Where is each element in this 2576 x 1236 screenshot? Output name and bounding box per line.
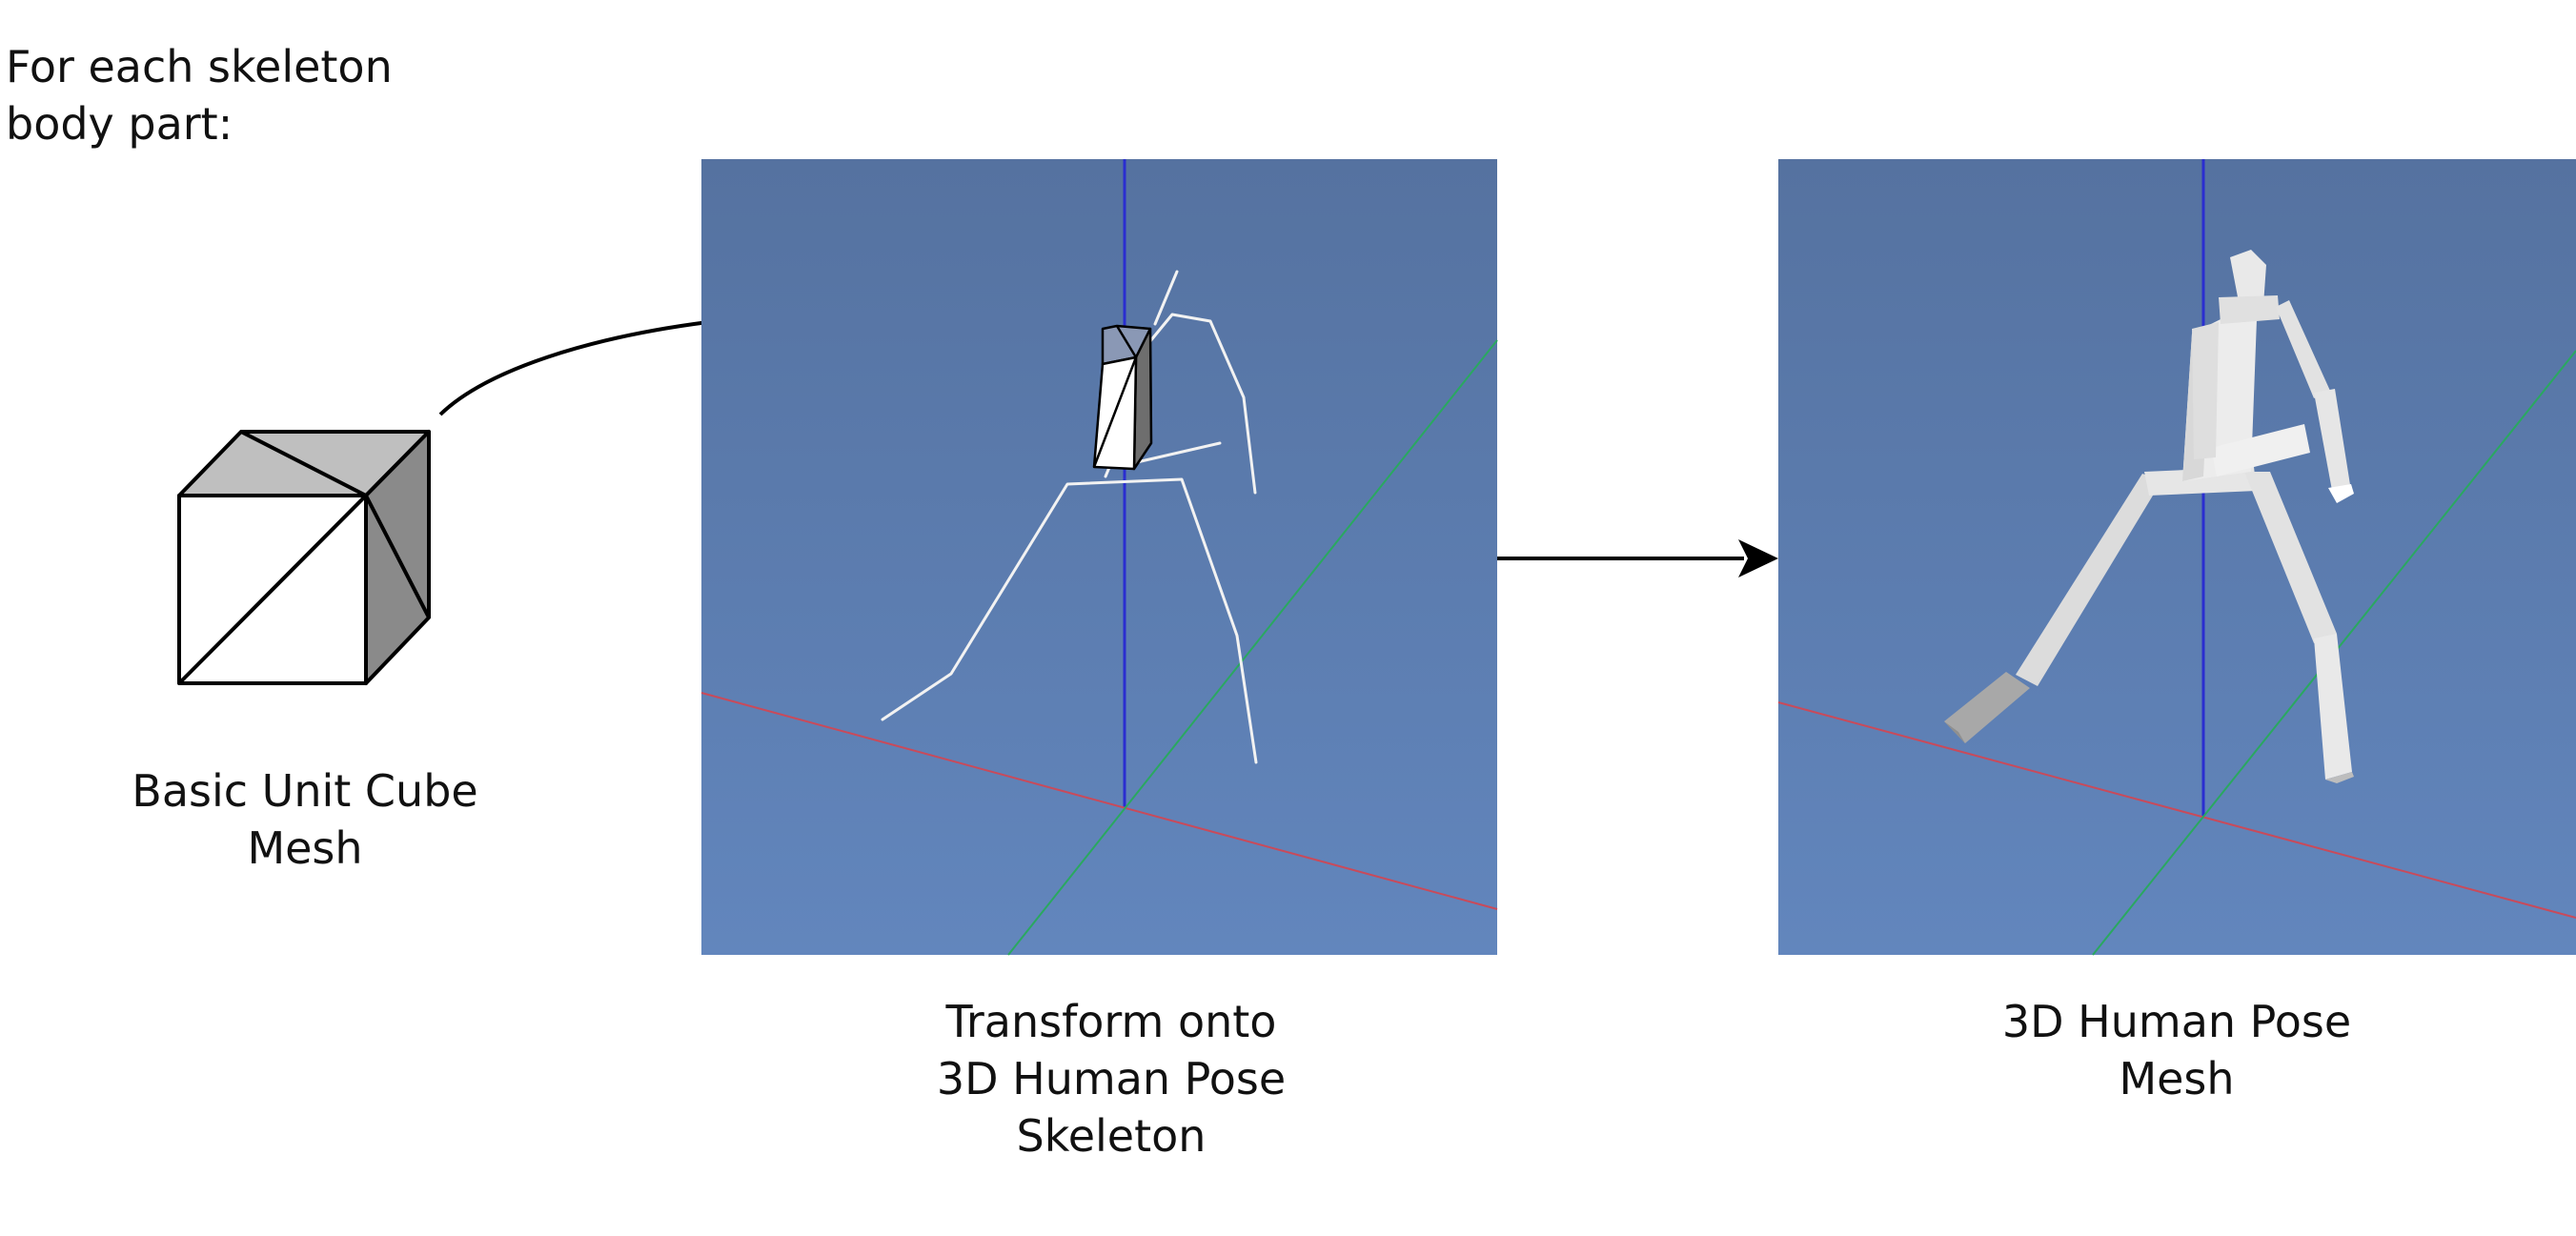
- mesh-upper-arm-near: [2192, 322, 2219, 459]
- skeleton-panel: [700, 159, 1498, 956]
- caption-skeleton-line-3: Skeleton: [1016, 1110, 1207, 1162]
- intro-text: For each skeleton body part:: [6, 38, 393, 152]
- caption-cube-line-2: Mesh: [247, 822, 363, 874]
- straight-arrow-head: [1738, 539, 1778, 577]
- mesh-thigh-left: [2016, 474, 2161, 686]
- mesh-forearm-near: [2211, 424, 2310, 476]
- caption-cube: Basic Unit Cube Mesh: [114, 762, 496, 877]
- human-pose-mesh: [1944, 250, 2354, 783]
- mesh-foot-left: [1944, 672, 2030, 743]
- caption-mesh: 3D Human Pose Mesh: [1938, 993, 2415, 1107]
- axis-x: [700, 692, 1498, 910]
- axis-z: [1007, 339, 1498, 956]
- mesh-shin-right: [2314, 634, 2352, 780]
- caption-mesh-line-1: 3D Human Pose: [2001, 996, 2352, 1047]
- caption-mesh-line-2: Mesh: [2119, 1053, 2235, 1104]
- intro-line-1: For each skeleton: [6, 41, 393, 92]
- mesh-panel: [1777, 159, 2576, 956]
- mesh-upper-arm-far: [2276, 300, 2330, 398]
- mesh-shoulders: [2219, 295, 2280, 324]
- caption-skeleton: Transform onto 3D Human Pose Skeleton: [873, 993, 1349, 1165]
- axis-x: [1777, 701, 2576, 919]
- mesh-thigh-right: [2244, 472, 2337, 643]
- mesh-head: [2230, 250, 2266, 307]
- caption-skeleton-line-2: 3D Human Pose: [936, 1053, 1287, 1104]
- intro-line-2: body part:: [6, 98, 233, 150]
- transformed-cube: [1092, 324, 1153, 471]
- mesh-forearm-far: [2314, 389, 2351, 496]
- caption-skeleton-line-1: Transform onto: [945, 996, 1277, 1047]
- unit-cube-mesh: [177, 430, 431, 685]
- caption-cube-line-1: Basic Unit Cube: [132, 765, 478, 817]
